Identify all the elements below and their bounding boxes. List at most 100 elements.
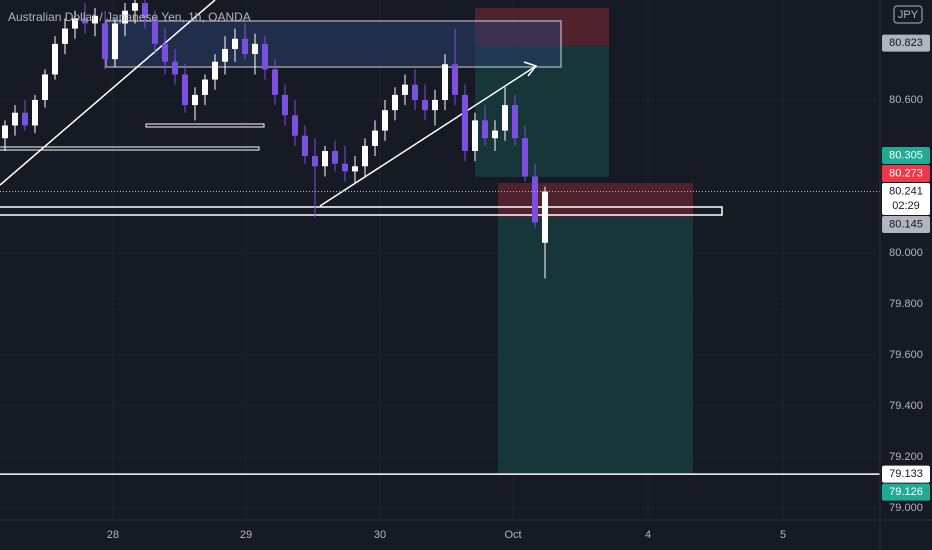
zone-rectangle [0,146,260,151]
candle-body [272,69,278,95]
x-tick-label: Oct [504,529,521,541]
candle-body [142,3,148,19]
price-tag-label: 80.273 [889,167,923,179]
countdown: 02:29 [892,200,920,212]
zone-rectangle [0,206,723,216]
price-tag [882,34,930,52]
candle-body [442,64,448,100]
price-tag-label: 79.126 [889,486,923,498]
chart-title: Australian Dollar / Japanese Yen, 1h, OA… [8,10,251,24]
candle-body [72,18,78,29]
candle-body [12,112,18,126]
time-axis [0,520,932,550]
y-tick-label: 79.800 [889,298,923,310]
candle-body [32,99,38,126]
candle-body [62,28,68,44]
zone-rectangle [145,123,265,128]
candle-body [342,163,348,172]
candle-body [482,120,488,139]
candle-body [402,84,408,95]
trend-line [319,65,537,207]
candle-body [102,23,108,60]
risk-zone [498,183,693,218]
zone-rectangle [105,20,562,68]
candle-body [302,135,308,157]
candle-body [292,115,298,136]
candle-body [532,176,538,223]
candle-body [472,120,478,151]
candle-body [462,94,468,151]
x-tick-label: 29 [240,529,252,541]
x-tick-label: 30 [374,529,386,541]
price-tag-label: 80.305 [889,149,923,161]
y-tick-label: 79.000 [889,502,923,514]
candle-body [152,18,158,44]
candle-body [542,191,548,243]
price-tag [882,183,930,216]
trend-line [0,0,216,186]
y-tick-label: 79.400 [889,400,923,412]
candle-body [122,10,128,24]
currency-button[interactable] [893,5,923,24]
candle-body [432,99,438,111]
price-tag-label: 80.241 [889,185,923,197]
candle-body [2,125,8,139]
price-axis [880,0,932,520]
price-tag-label: 80.145 [889,218,923,230]
candle-body [382,110,388,131]
candle-body [452,64,458,95]
price-tag-label: 79.133 [889,468,923,480]
candle-body [282,94,288,116]
candle-body [132,3,138,11]
x-tick-label: 28 [107,529,119,541]
price-tag [882,147,930,165]
candle-body [372,130,378,146]
x-tick-label: 4 [645,529,651,541]
candle-body [362,145,368,167]
price-tag-label: 80.823 [889,37,923,49]
candle-body [92,15,98,24]
candle-body [222,48,228,62]
candle-body [42,74,48,100]
candle-body [422,99,428,111]
candle-body [52,43,58,75]
y-tick-label: 80.000 [889,247,923,259]
candle-body [202,79,208,95]
candle-body [392,94,398,111]
reward-zone [498,218,693,474]
y-tick-label: 79.600 [889,349,923,361]
candle-body [332,150,338,164]
candle-body [232,38,238,49]
x-tick-label: 5 [780,529,786,541]
candle-body [242,38,248,55]
y-tick-label: 79.200 [889,451,923,463]
candle-body [492,130,498,139]
price-tag [882,165,930,183]
currency-button-label[interactable]: JPY [898,9,919,21]
candle-body [172,61,178,75]
candle-body [512,105,518,139]
candle-body [82,18,88,24]
candle-body [22,112,28,126]
candle-body [112,23,118,60]
candle-body [412,84,418,100]
y-tick-label: 80.600 [889,94,923,106]
price-tag [882,465,930,483]
drawings [0,0,723,474]
candle-body [522,138,528,177]
arrow-head [523,61,538,77]
candle-body [262,43,268,70]
candle-body [352,166,358,172]
price-tag [882,483,930,501]
candle-body [192,94,198,106]
candle-body [502,105,508,131]
candle-body [322,150,328,167]
candle-body [162,43,168,62]
candle-body [212,61,218,80]
candle-body [312,156,318,167]
price-tag [882,216,930,234]
candle-body [182,74,188,106]
